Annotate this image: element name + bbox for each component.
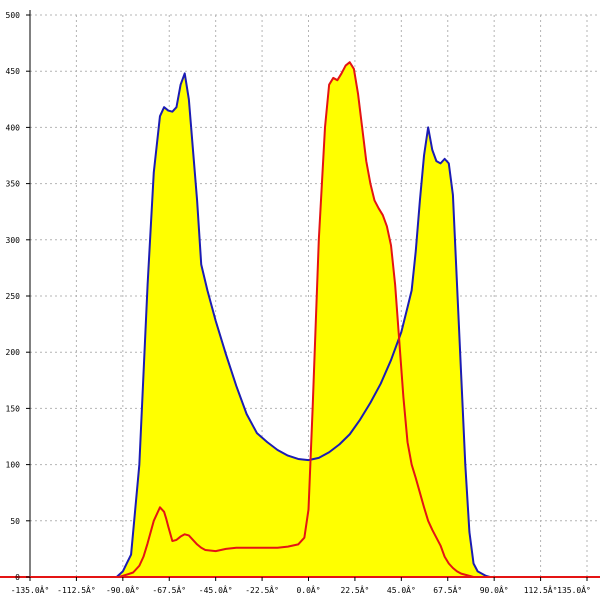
x-tick-label-11: 112.5Â° [524,584,558,595]
area-fill-path [30,62,587,577]
series-line-0 [30,72,587,578]
x-tick-label-4: -45.0Â° [199,584,233,595]
y-tick-labels: 0 50 100 150 200 250 300 350 400 450 500 [6,11,21,582]
x-tick-label-1: -112.5Â° [57,584,96,595]
x-tick-label-2: -90.0Â° [106,584,140,595]
y-tick-label-5: 250 [6,292,21,301]
y-tick-label-7: 350 [6,180,21,189]
y-tick-label-4: 200 [6,348,21,357]
y-tick-label-10: 500 [6,11,21,20]
y-tick-label-8: 400 [6,123,21,132]
axes [0,10,600,581]
x-tick-label-12: 135.0Â° [557,584,591,595]
y-tick-label-6: 300 [6,236,21,245]
x-tick-label-10: 90.0Â° [480,584,509,595]
x-tick-label-8: 45.0Â° [387,584,416,595]
x-tick-label-9: 67.5Â° [433,584,462,595]
x-tick-label-5: -22.5Â° [245,584,279,595]
y-tick-label-9: 450 [6,67,21,76]
x-tick-label-3: -67.5Â° [152,584,186,595]
y-tick-label-0: 0 [15,573,20,582]
area-fill [30,62,587,577]
series-line-1 [30,61,587,578]
x-tick-label-6: 0.0Â° [296,584,320,595]
series-lines [30,61,587,578]
y-tick-label-3: 150 [6,404,21,413]
y-tick-label-2: 100 [6,461,21,470]
x-tick-labels: -135.0Â° -112.5Â° -90.0Â° -67.5Â° -45.0Â° -22… [11,584,591,595]
x-tick-label-7: 22.5Â° [340,584,369,595]
y-tick-label-1: 50 [10,517,20,526]
x-tick-label-0: -135.0Â° [11,584,50,595]
